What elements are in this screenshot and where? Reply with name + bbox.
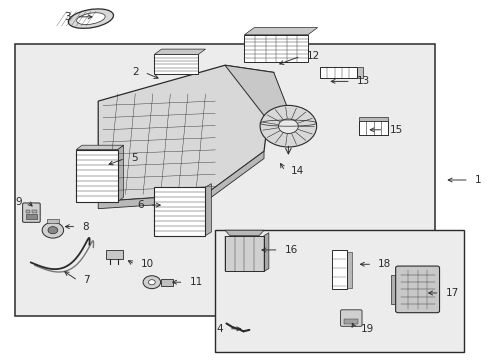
Circle shape xyxy=(48,226,58,234)
Text: 14: 14 xyxy=(290,166,304,176)
Polygon shape xyxy=(224,230,264,235)
Bar xyxy=(25,210,30,213)
Circle shape xyxy=(148,280,155,285)
Text: 10: 10 xyxy=(141,259,153,269)
Bar xyxy=(224,235,264,271)
Polygon shape xyxy=(98,65,273,202)
Bar xyxy=(331,250,346,289)
Text: 6: 6 xyxy=(137,200,143,210)
Bar xyxy=(154,54,198,74)
Bar xyxy=(25,214,37,220)
Bar xyxy=(15,44,434,316)
Text: 16: 16 xyxy=(284,245,297,255)
Text: 4: 4 xyxy=(216,324,223,334)
Text: 8: 8 xyxy=(82,222,88,231)
Text: 17: 17 xyxy=(445,288,458,298)
Text: 19: 19 xyxy=(360,324,373,334)
Text: 1: 1 xyxy=(474,175,480,185)
Bar xyxy=(358,117,387,121)
Text: 12: 12 xyxy=(306,51,319,61)
Text: 3: 3 xyxy=(63,12,70,22)
Bar xyxy=(244,35,307,62)
Bar xyxy=(32,210,37,213)
Bar xyxy=(160,279,172,286)
Text: 18: 18 xyxy=(377,259,390,269)
Bar xyxy=(344,319,357,324)
Circle shape xyxy=(260,105,316,147)
Bar xyxy=(105,250,122,259)
Text: 15: 15 xyxy=(388,125,402,135)
Bar xyxy=(390,275,398,304)
Text: 5: 5 xyxy=(131,153,137,163)
Ellipse shape xyxy=(68,9,113,28)
Polygon shape xyxy=(224,65,293,123)
Circle shape xyxy=(143,276,160,289)
Text: 2: 2 xyxy=(132,67,139,77)
Circle shape xyxy=(278,119,298,134)
Bar xyxy=(47,220,59,223)
Circle shape xyxy=(42,222,63,238)
Bar xyxy=(154,187,205,235)
Bar xyxy=(356,67,362,78)
Bar xyxy=(320,67,356,78)
Text: 11: 11 xyxy=(189,277,202,287)
Bar xyxy=(358,121,387,135)
FancyBboxPatch shape xyxy=(22,203,40,222)
Polygon shape xyxy=(264,233,268,271)
FancyBboxPatch shape xyxy=(340,310,361,326)
Ellipse shape xyxy=(77,13,105,24)
Text: 13: 13 xyxy=(356,76,369,86)
Polygon shape xyxy=(98,151,264,209)
Polygon shape xyxy=(154,49,205,54)
FancyBboxPatch shape xyxy=(395,266,439,313)
Bar xyxy=(346,252,351,288)
Text: 7: 7 xyxy=(83,275,90,285)
Polygon shape xyxy=(244,28,317,35)
Polygon shape xyxy=(76,145,123,149)
Polygon shape xyxy=(118,145,123,202)
Bar xyxy=(215,230,463,352)
Text: 9: 9 xyxy=(15,197,21,207)
Polygon shape xyxy=(205,184,211,235)
Bar xyxy=(76,149,118,202)
